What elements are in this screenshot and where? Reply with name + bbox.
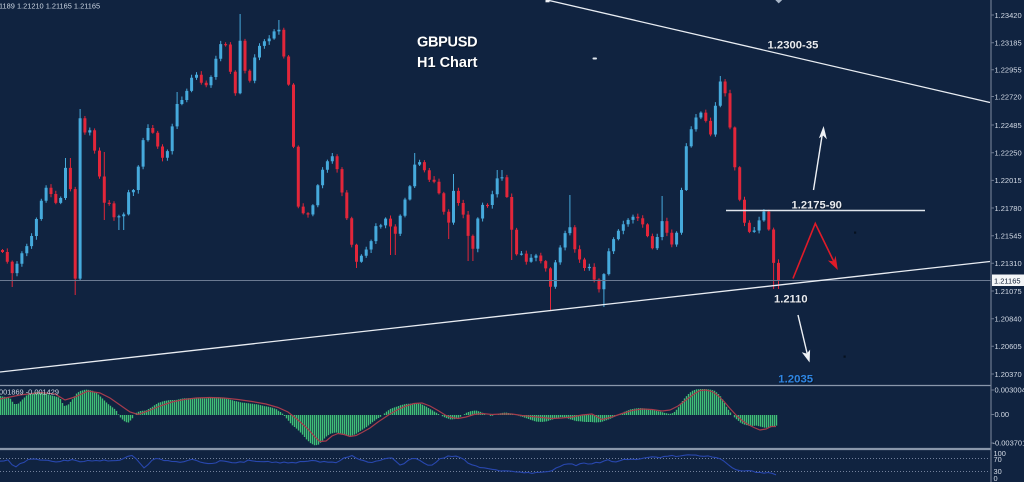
svg-text:0.00: 0.00 bbox=[995, 410, 1010, 419]
svg-text:001869 -0.001429: 001869 -0.001429 bbox=[0, 388, 59, 397]
svg-text:GBPUSD: GBPUSD bbox=[418, 36, 478, 52]
svg-text:1.21075: 1.21075 bbox=[995, 287, 1022, 296]
svg-text:1.20370: 1.20370 bbox=[995, 370, 1022, 379]
svg-text:1.20605: 1.20605 bbox=[995, 342, 1022, 351]
svg-text:1.2035: 1.2035 bbox=[778, 373, 814, 385]
svg-text:0.003004: 0.003004 bbox=[995, 386, 1024, 395]
svg-text:H1 Chart: H1 Chart bbox=[418, 56, 479, 72]
svg-text:1.21545: 1.21545 bbox=[995, 232, 1022, 241]
svg-text:1.21165: 1.21165 bbox=[994, 276, 1021, 285]
svg-text:-0.003701: -0.003701 bbox=[993, 439, 1024, 448]
svg-text:1.23420: 1.23420 bbox=[995, 11, 1022, 20]
svg-text:GBPUSD: GBPUSD bbox=[417, 35, 477, 51]
svg-text:1189 1.21210 1.21165 1.21165: 1189 1.21210 1.21165 1.21165 bbox=[0, 1, 100, 10]
svg-text:1.23185: 1.23185 bbox=[995, 39, 1022, 48]
svg-text:1.22485: 1.22485 bbox=[995, 121, 1022, 130]
svg-text:1.21780: 1.21780 bbox=[995, 204, 1022, 213]
svg-text:30: 30 bbox=[994, 467, 1002, 476]
svg-text:1.22015: 1.22015 bbox=[995, 176, 1022, 185]
svg-text:1.22955: 1.22955 bbox=[995, 66, 1022, 75]
svg-text:1.2035: 1.2035 bbox=[779, 374, 815, 386]
svg-text:1.22720: 1.22720 bbox=[995, 92, 1022, 101]
svg-text:1.20840: 1.20840 bbox=[995, 315, 1022, 324]
svg-text:0: 0 bbox=[994, 474, 998, 482]
svg-text:1.2110: 1.2110 bbox=[775, 294, 809, 306]
svg-text:1.2175-90: 1.2175-90 bbox=[792, 200, 842, 212]
svg-text:1.22250: 1.22250 bbox=[995, 149, 1022, 158]
svg-text:1.21310: 1.21310 bbox=[995, 259, 1022, 268]
svg-text:70: 70 bbox=[994, 455, 1002, 464]
svg-text:100: 100 bbox=[994, 449, 1006, 458]
svg-text:1.2300-35: 1.2300-35 bbox=[768, 40, 819, 52]
svg-text:H1 Chart: H1 Chart bbox=[417, 55, 478, 71]
svg-text:1.2175-90: 1.2175-90 bbox=[792, 199, 842, 211]
svg-text:1.2300-35: 1.2300-35 bbox=[768, 39, 819, 51]
svg-text:1.2110: 1.2110 bbox=[774, 293, 808, 305]
